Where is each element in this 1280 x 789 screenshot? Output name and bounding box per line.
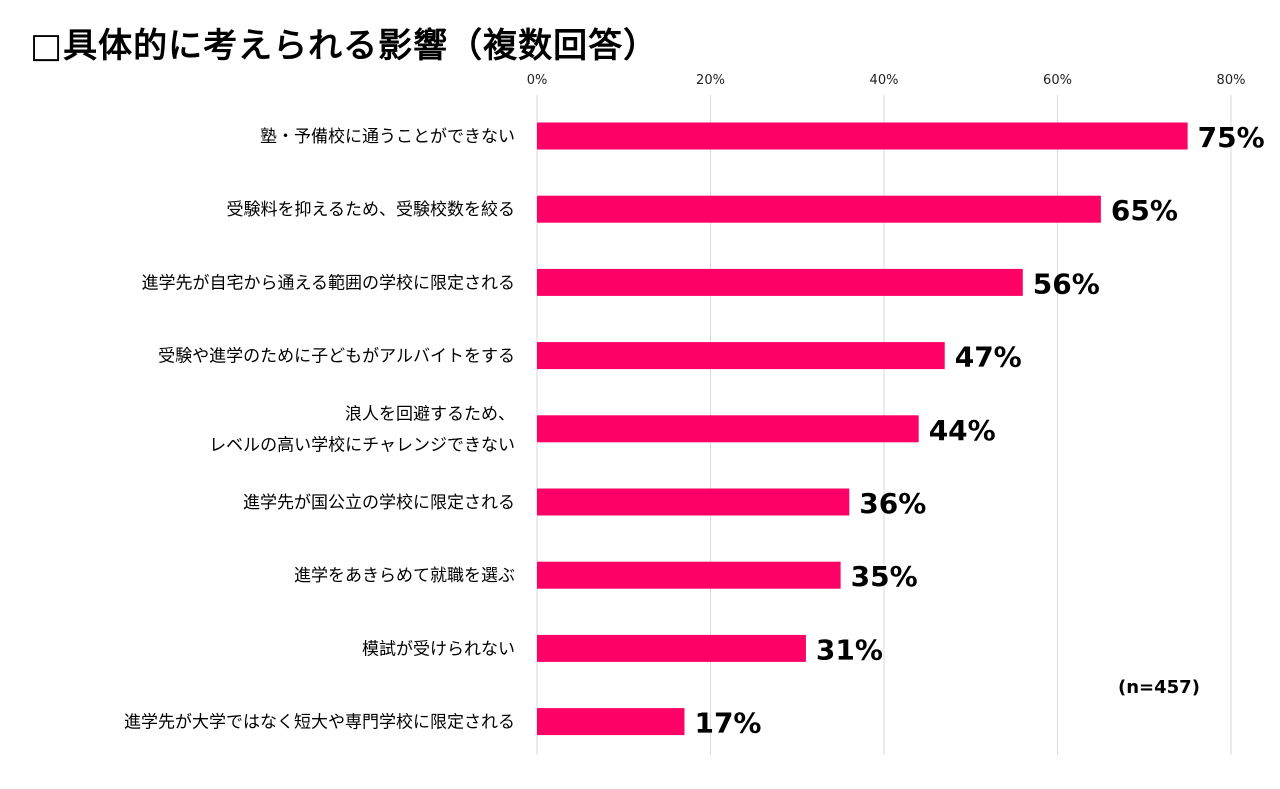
bar	[537, 342, 945, 370]
category-label: 進学をあきらめて就職を選ぶ	[294, 566, 515, 586]
tick-label: 80%	[1217, 73, 1246, 88]
data-label: 56%	[1033, 267, 1100, 300]
data-label: 17%	[694, 707, 761, 740]
category-label: 受験料を抑えるため、受験校数を絞る	[227, 200, 516, 220]
data-label: 47%	[955, 341, 1022, 374]
data-label: 75%	[1198, 121, 1265, 154]
data-label: 36%	[859, 487, 926, 520]
bar	[537, 122, 1188, 150]
bar	[537, 415, 919, 443]
bars	[537, 122, 1188, 736]
category-label: 塾・予備校に通うことができない	[260, 126, 515, 147]
bar	[537, 561, 841, 589]
value-labels: 75% 65% 56% 47% 44% 36% 35% 31% 17%	[694, 121, 1264, 740]
category-label: 受験や進学のために子どもがアルバイトをする	[158, 347, 515, 367]
category-label: 模試が受けられない	[362, 639, 515, 659]
category-label: 進学先が大学ではなく短大や専門学校に限定される	[124, 713, 515, 733]
data-label: 44%	[929, 414, 996, 447]
bar	[537, 488, 850, 516]
category-label: 進学先が自宅から通える範囲の学校に限定される	[142, 273, 516, 293]
chart-title: □具体的に考えられる影響（複数回答）	[30, 26, 659, 66]
category-label: 進学先が国公立の学校に限定される	[243, 493, 515, 513]
category-label: レベルの高い学校にチャレンジできない	[209, 435, 515, 455]
sample-size-note: (n=457)	[1118, 677, 1200, 698]
data-label: 31%	[816, 633, 883, 666]
bar	[537, 634, 806, 662]
bar	[537, 708, 685, 736]
data-label: 35%	[851, 560, 918, 593]
category-label: 浪人を回避するため、	[345, 404, 515, 424]
x-axis-ticks: 0% 20% 40% 60% 80%	[527, 73, 1246, 88]
data-label: 65%	[1111, 194, 1178, 227]
tick-label: 40%	[870, 73, 899, 88]
tick-label: 0%	[527, 73, 548, 88]
tick-label: 60%	[1043, 73, 1072, 88]
category-labels: 塾・予備校に通うことができない受験料を抑えるため、受験校数を絞る進学先が自宅から…	[124, 126, 515, 733]
bar	[537, 268, 1023, 296]
bar	[537, 195, 1101, 223]
tick-label: 20%	[696, 73, 725, 88]
